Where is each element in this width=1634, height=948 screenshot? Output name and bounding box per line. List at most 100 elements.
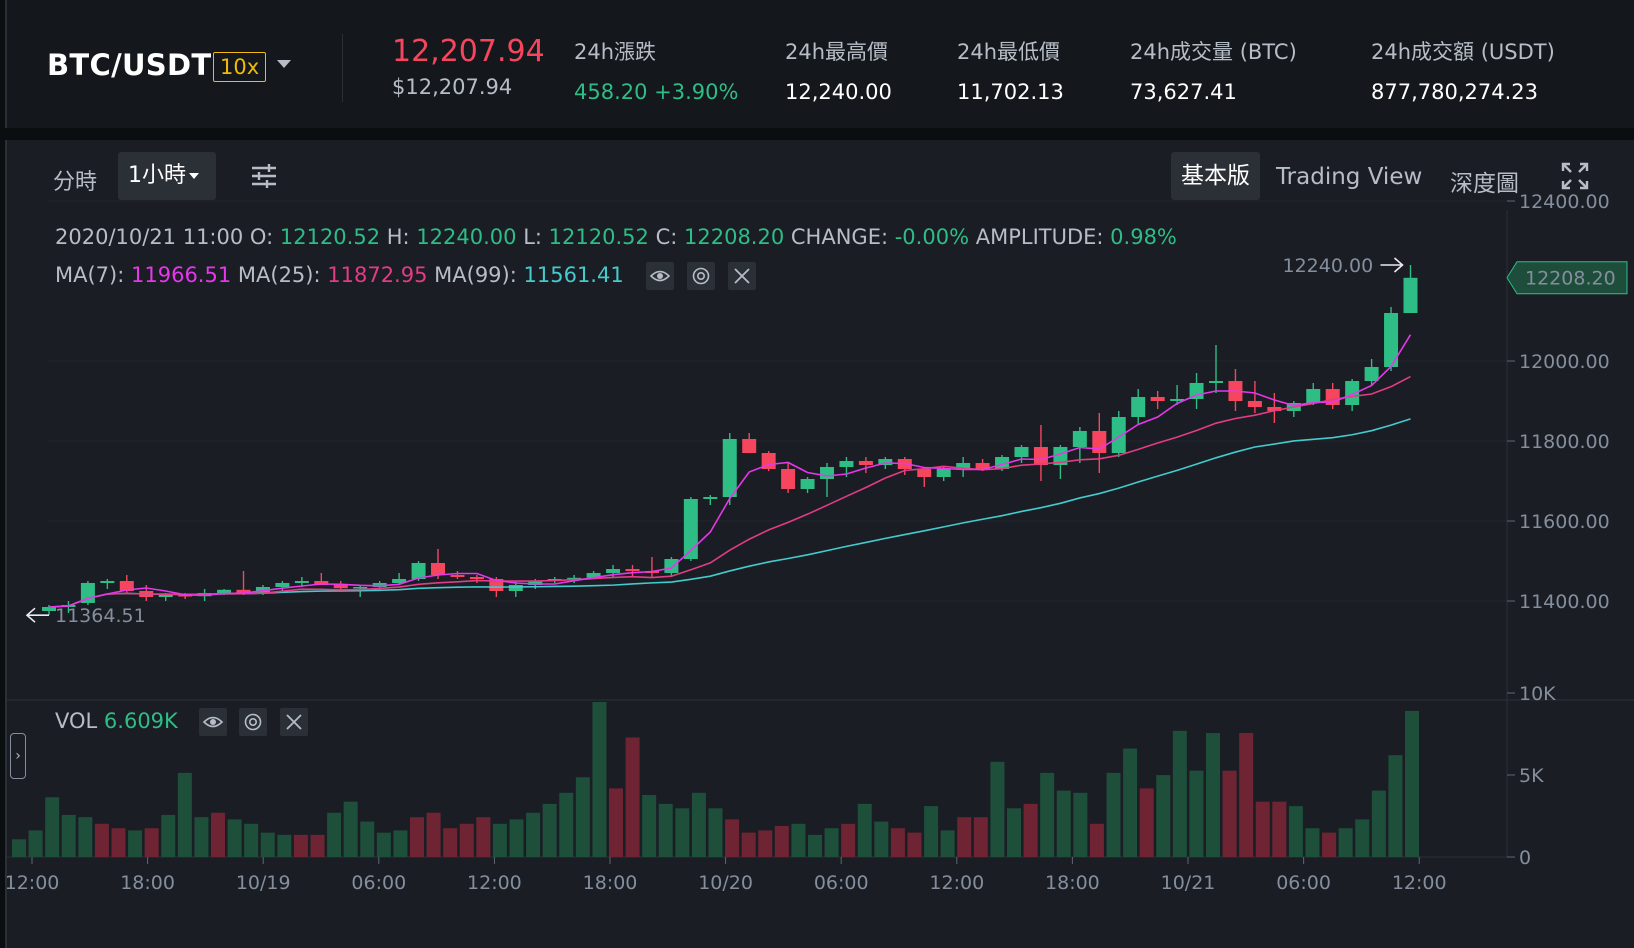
candle-body [1306,389,1321,403]
price-tick-label: 11400.00 [1519,591,1610,613]
volume-tick-label: 5K [1519,765,1544,787]
candle-body [800,479,815,489]
volume-bar [924,806,939,857]
settings-gear-icon[interactable] [687,262,716,290]
volume-bar [1056,790,1071,857]
volume-bar [227,819,242,857]
amplitude-label: AMPLITUDE: [975,225,1104,249]
volume-bar [609,788,623,857]
volume-bar [1189,770,1204,857]
volume-bar [211,812,225,857]
volume-label: VOL [55,709,98,733]
volume-bar [1322,832,1337,857]
volume-bar [658,803,673,857]
view-depth-button[interactable]: 深度圖 [1450,171,1519,197]
interval-dropdown[interactable]: 1小時 [118,152,216,200]
volume-legend: VOL 6.609K [55,708,308,736]
time-tick-label: 18:00 [583,872,638,894]
candle-body [586,573,601,578]
panel-expand-toggle[interactable]: › [10,733,26,779]
volume-bar [675,808,690,857]
volume-bar [592,702,607,857]
volume-bar [1338,828,1353,857]
volume-bar [1139,788,1154,857]
time-tick-label: 06:00 [1276,872,1331,894]
volume-bar [393,830,408,857]
eye-icon[interactable] [198,708,227,736]
volume-bar [890,828,905,857]
high-marker-label: 12240.00 [1283,255,1374,277]
volume-bar [194,817,209,857]
open-value: 12120.52 [279,225,381,249]
time-mode-button[interactable]: 分時 [53,170,98,195]
pair-selector[interactable]: BTC/USDT [47,48,212,82]
candlestick-chart[interactable]: 12400.00 12000.00 11800.00 11600.00 11400.00… [7,140,1634,948]
candle-body [528,581,543,585]
volume-bar [1272,801,1287,857]
indicator-settings-icon[interactable] [250,162,278,190]
volume-bar [973,817,988,857]
time-tick-label: 06:00 [351,872,406,894]
caret-down-icon [189,173,199,179]
high-marker-arrow [1380,257,1404,273]
close-icon[interactable] [279,708,308,736]
candle-body [1111,417,1126,453]
candle-body [956,463,971,469]
price-tick-label: 11600.00 [1519,511,1610,533]
candle-body [1131,397,1146,417]
candle-body [489,579,504,591]
candle-body [178,595,193,597]
view-tradingview-button[interactable]: Trading View [1276,164,1423,190]
volume-bar [177,772,192,857]
fullscreen-icon[interactable] [1561,162,1589,190]
close-icon[interactable] [727,262,756,290]
amplitude-value: 0.98% [1110,225,1177,249]
ma99-value: 11561.41 [523,263,624,287]
candle-body [878,459,893,465]
candle-body [294,581,309,583]
volume-bar [808,834,822,857]
ma99-line [48,418,1411,608]
volume-bar [426,812,441,857]
stat-value: 11,702.13 [957,80,1064,104]
candle-body [1384,313,1399,367]
volume-bar [343,801,358,857]
candle-body [742,439,757,453]
candle-body [722,439,737,497]
candle-body [1033,447,1048,465]
ma25-line [48,375,1411,608]
view-basic-button[interactable]: 基本版 [1171,152,1260,200]
candle-body [703,497,718,499]
high-value: 12240.00 [416,225,517,249]
settings-gear-icon[interactable] [239,708,268,736]
volume-bar [360,821,375,857]
volume-bar [1255,801,1270,857]
low-value: 12120.52 [548,225,649,249]
candle-body [1150,397,1165,401]
divider [342,34,343,102]
ma-legend: MA(7): 11966.51 MA(25): 11872.95 MA(99):… [55,262,756,290]
candle-body [431,563,445,575]
candle-body [1345,381,1360,405]
candle-body [275,583,290,587]
stat-label: 24h漲跌 [574,40,657,64]
candle-body [917,469,932,477]
candle-body [217,589,232,593]
chevron-down-icon[interactable] [277,60,291,68]
volume-bar [1040,772,1055,857]
candle-body [119,581,134,591]
stat-24h-change: 24h漲跌 458.20 +3.90% [574,36,738,104]
stat-value: 73,627.41 [1130,80,1237,104]
time-tick-label: 06:00 [814,872,869,894]
candle-body [158,595,173,597]
stat-24h-volume-btc: 24h成交量 (BTC) 73,627.41 [1130,36,1297,104]
volume-bar [111,828,126,857]
volume-bar [144,828,159,857]
volume-bar [12,839,26,857]
low-marker-label: 11364.51 [55,605,146,627]
volume-bar [459,823,474,857]
eye-icon[interactable] [646,262,675,290]
volume-bar [559,792,574,857]
volume-bar [1371,790,1386,857]
stat-label: 24h最高價 [785,40,889,64]
